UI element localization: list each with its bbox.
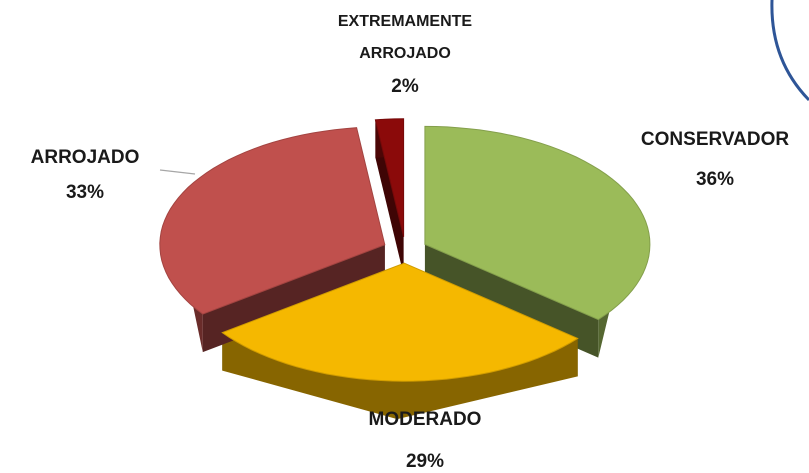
category-label: CONSERVADOR [641, 129, 789, 150]
category-label: EXTREMAMENTE ARROJADO [338, 13, 473, 62]
slice-wall [375, 119, 404, 275]
value-label: 29% [406, 451, 444, 472]
tops [159, 118, 651, 382]
slice [374, 118, 405, 237]
decoration-arc [770, 0, 809, 102]
value-label: 36% [696, 169, 734, 190]
value-label: 2% [391, 76, 419, 97]
slice-side [222, 332, 578, 420]
leader-line [159, 169, 196, 175]
slice [159, 127, 386, 315]
value-label: 33% [66, 182, 104, 203]
category-label: ARROJADO [31, 147, 140, 168]
category-label: MODERADO [369, 409, 482, 430]
slice [424, 125, 651, 321]
slice [221, 262, 579, 382]
